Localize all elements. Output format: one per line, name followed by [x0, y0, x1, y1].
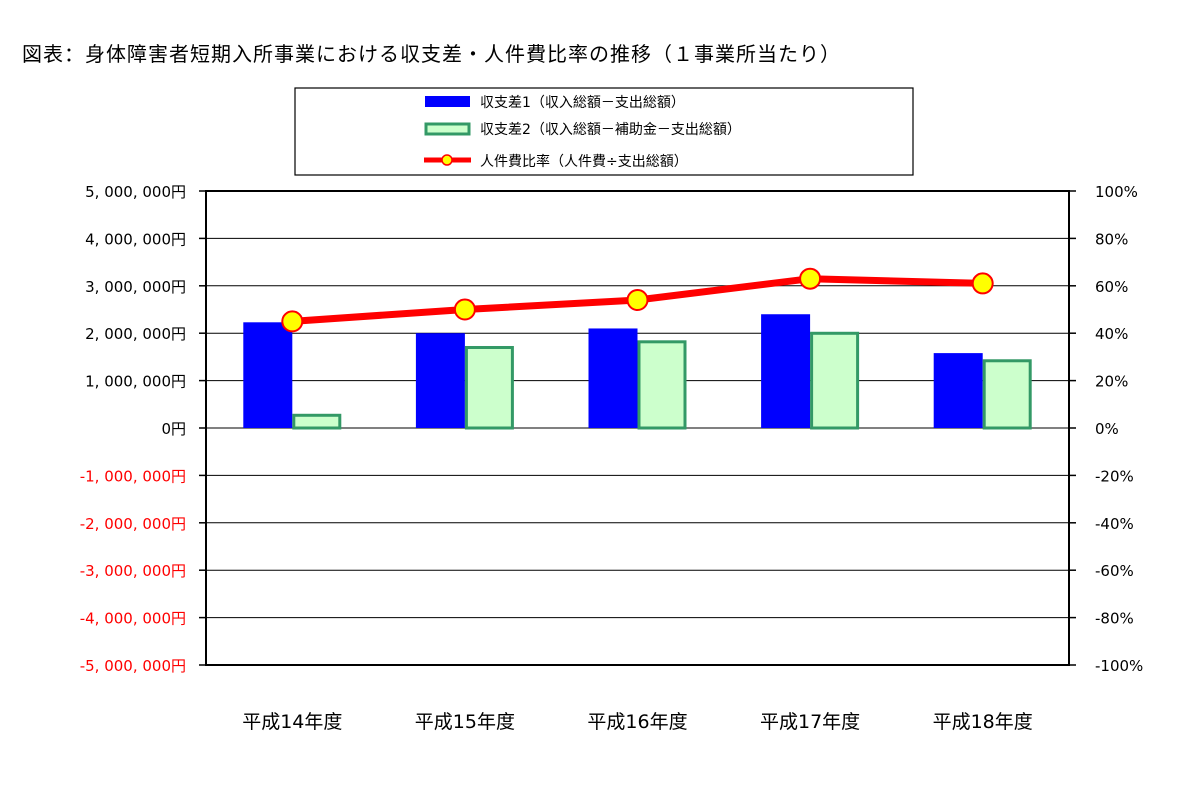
right-tick-label: 60%: [1095, 278, 1128, 296]
ratio-line: [281, 267, 994, 333]
bar-series-1: [761, 314, 811, 428]
legend-swatch-series-1: [425, 96, 470, 107]
right-tick-label: -40%: [1095, 515, 1134, 533]
category-label: 平成18年度: [933, 711, 1033, 733]
legend: 収支差1（収入総額－支出総額） 収支差2（収入総額－補助金－支出総額） 人件費比…: [294, 87, 914, 176]
left-tick-label: -2, 000, 000円: [80, 515, 186, 533]
left-tick-label: 5, 000, 000円: [85, 183, 186, 201]
chart-title: 図表：身体障害者短期入所事業における収支差・人件費比率の推移（１事業所当たり）: [22, 42, 841, 66]
legend-swatch-series-2: [424, 122, 471, 136]
right-axis-ticks: 100% 80% 60% 40% 20% 0% -20% -40% -60% -80% -100%: [1069, 183, 1143, 675]
ratio-line-marker: [453, 298, 476, 321]
left-tick-label: -4, 000, 000円: [80, 610, 186, 628]
bar-series-2: [982, 359, 1032, 430]
ratio-line-marker: [626, 289, 649, 312]
left-tick-label: -5, 000, 000円: [80, 657, 186, 675]
left-tick-label: 3, 000, 000円: [85, 278, 186, 296]
ratio-line-marker: [281, 310, 304, 333]
category-label: 平成15年度: [415, 711, 515, 733]
right-tick-label: -100%: [1095, 657, 1143, 675]
bar-series-1: [243, 322, 293, 428]
ratio-line-marker: [971, 272, 994, 295]
bar-series-2: [292, 413, 342, 430]
right-tick-label: 100%: [1095, 183, 1138, 201]
right-tick-label: -60%: [1095, 562, 1134, 580]
ratio-line-marker: [799, 267, 822, 290]
bar-series-2: [810, 331, 860, 430]
bar-series-2: [464, 345, 514, 430]
legend-label-series-3: 人件費比率（人件費÷支出総額）: [480, 153, 688, 170]
category-label: 平成14年度: [242, 711, 342, 733]
legend-label-series-2: 収支差2（収入総額－補助金－支出総額）: [480, 122, 741, 138]
left-tick-label: 2, 000, 000円: [85, 325, 186, 343]
left-tick-label: -1, 000, 000円: [80, 467, 186, 485]
left-axis-ticks: 5, 000, 000円 4, 000, 000円 3, 000, 000円 2, 0…: [80, 183, 206, 675]
category-label: 平成16年度: [587, 711, 687, 733]
right-tick-label: -80%: [1095, 610, 1134, 628]
bar-series-1: [588, 328, 638, 428]
right-tick-label: 20%: [1095, 373, 1128, 391]
legend-label-series-1: 収支差1（収入総額－支出総額）: [480, 95, 685, 111]
bars: [243, 314, 1032, 430]
right-tick-label: 40%: [1095, 325, 1128, 343]
category-labels: 平成14年度 平成15年度 平成16年度 平成17年度 平成18年度: [242, 711, 1033, 733]
left-tick-label: 0円: [161, 420, 186, 438]
left-tick-label: 1, 000, 000円: [85, 373, 186, 391]
category-label: 平成17年度: [760, 711, 860, 733]
right-tick-label: 0%: [1095, 420, 1119, 438]
bar-series-2: [637, 340, 687, 430]
right-tick-label: 80%: [1095, 230, 1128, 248]
bar-series-1: [415, 333, 465, 428]
legend-swatch-marker-series-3: [441, 154, 453, 166]
right-tick-label: -20%: [1095, 467, 1134, 485]
legend-box: [294, 87, 914, 176]
bar-series-1: [933, 353, 983, 428]
left-tick-label: 4, 000, 000円: [85, 230, 186, 248]
left-tick-label: -3, 000, 000円: [80, 562, 186, 580]
